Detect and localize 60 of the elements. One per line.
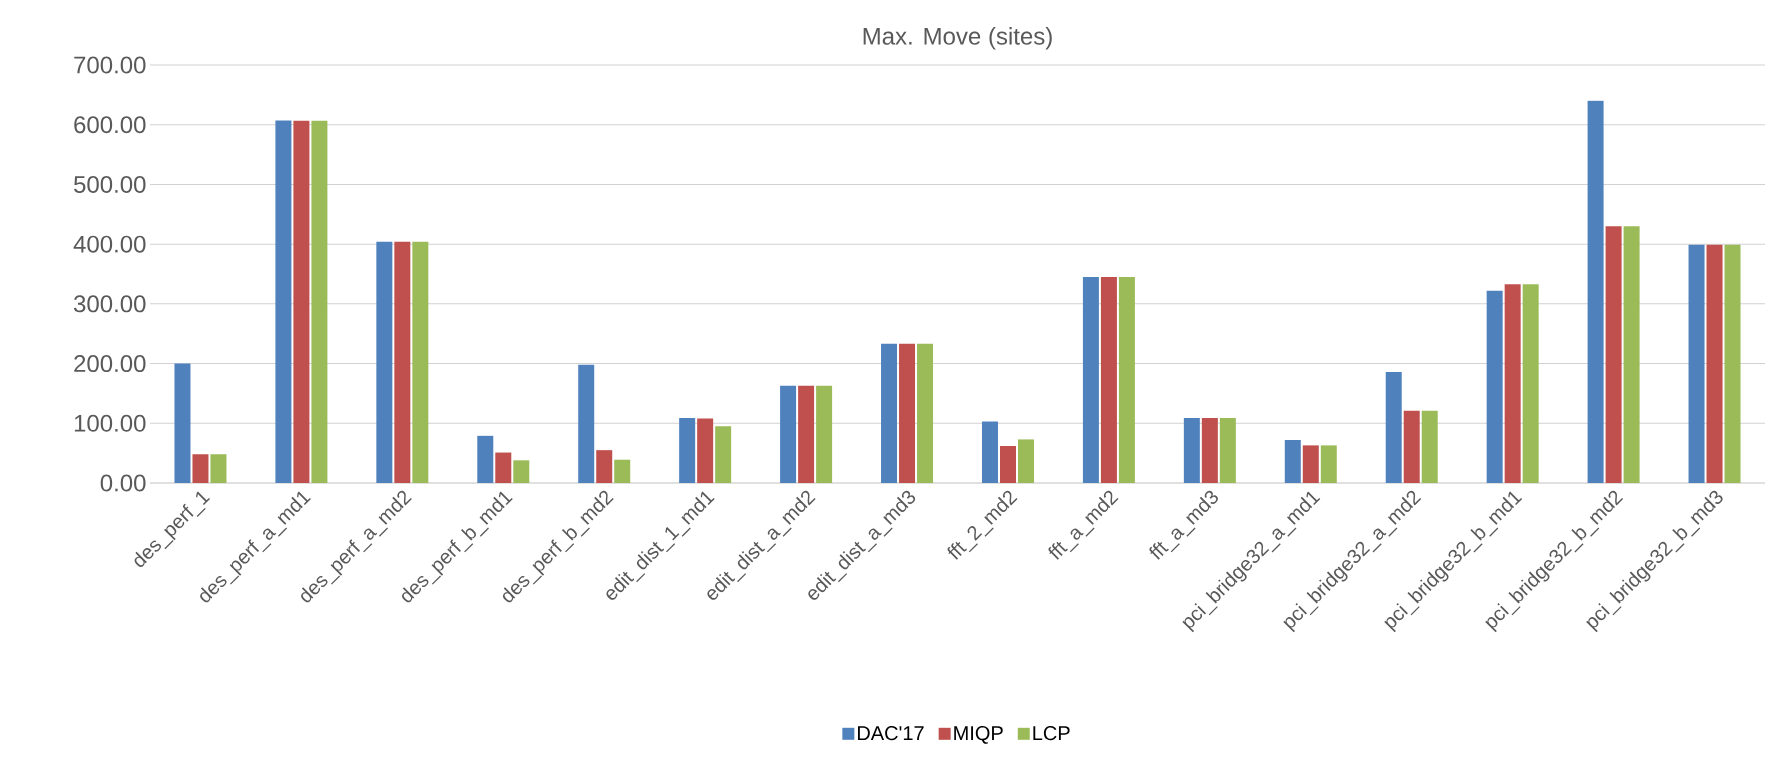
y-tick-label: 600.00 <box>74 116 146 134</box>
bar <box>614 459 631 483</box>
y-tick-label: 100.00 <box>74 414 146 432</box>
y-tick-label: 0.00 <box>100 474 146 492</box>
legend-label: LCP <box>1033 726 1070 741</box>
bar <box>881 343 898 483</box>
bar <box>1118 276 1135 483</box>
bar <box>999 445 1016 483</box>
bar <box>596 450 613 483</box>
bar <box>1623 226 1640 483</box>
bar <box>1100 276 1117 483</box>
bar <box>917 343 934 483</box>
bar <box>679 417 696 483</box>
bar <box>1587 100 1604 483</box>
bar <box>1284 440 1301 483</box>
bar <box>210 454 227 483</box>
bar <box>394 241 411 483</box>
bar <box>1421 410 1438 483</box>
bar <box>1486 290 1503 483</box>
y-tick-label: 300.00 <box>73 295 146 313</box>
bar <box>311 120 328 483</box>
bar <box>1385 371 1402 483</box>
bar <box>981 421 998 483</box>
bar <box>578 364 595 483</box>
bar <box>192 454 209 483</box>
bar <box>1724 244 1741 483</box>
bar <box>1082 276 1099 483</box>
y-tick-label: 700.00 <box>74 56 146 74</box>
bar <box>1522 284 1539 483</box>
bar <box>477 435 494 483</box>
y-tick-label: 400.00 <box>73 235 146 253</box>
bar <box>899 343 916 483</box>
bar <box>1017 439 1034 483</box>
y-tick-label: 200.00 <box>74 355 146 373</box>
bar <box>376 241 393 483</box>
bar <box>1201 417 1218 483</box>
bar <box>780 385 797 483</box>
bar <box>1219 417 1236 483</box>
chart-title: Max. Move (sites) <box>863 27 1052 50</box>
bar <box>275 120 292 483</box>
bar <box>1302 445 1319 483</box>
legend-label: MIQP <box>954 726 1003 744</box>
bar <box>1504 284 1521 483</box>
bar <box>1706 244 1723 483</box>
bar <box>293 120 310 483</box>
bar <box>715 426 732 483</box>
bar <box>1688 244 1705 483</box>
bar <box>1605 226 1622 483</box>
bar <box>697 418 714 483</box>
bar <box>1183 417 1200 483</box>
bar <box>513 460 530 483</box>
bar <box>816 385 833 483</box>
legend-label: DAC'17 <box>857 726 924 741</box>
bar <box>798 385 815 483</box>
bar <box>412 241 429 483</box>
y-tick-label: 500.00 <box>74 175 146 193</box>
bar <box>1320 445 1337 483</box>
bar <box>174 363 191 483</box>
bar <box>1403 410 1420 483</box>
bar <box>495 452 512 483</box>
